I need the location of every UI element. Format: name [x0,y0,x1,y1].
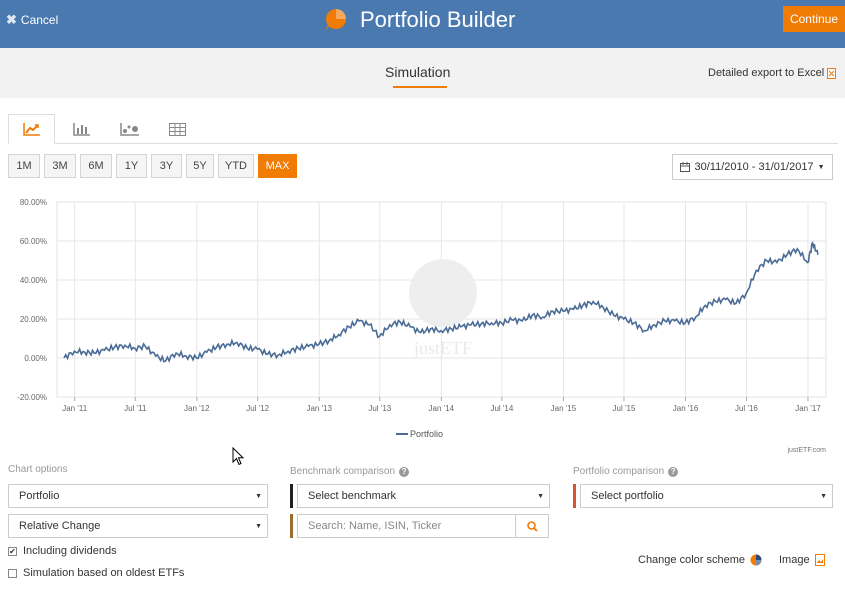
benchmark-select-value: Select benchmark [308,490,397,502]
series-line-portfolio [63,241,819,363]
tab-scatter-chart[interactable] [106,114,153,144]
bar-chart-icon [72,123,90,136]
excel-export-link[interactable]: Detailed export to Excel [708,67,837,79]
x-tick-label: Jan '15 [551,404,577,413]
x-tick-label: Jul '12 [246,404,269,413]
range-button-1m[interactable]: 1M [8,154,40,178]
range-button-3m[interactable]: 3M [44,154,76,178]
portfolio-color-marker [573,484,576,508]
range-button-5y[interactable]: 5Y [186,154,214,178]
tab-simulation[interactable]: Simulation [385,64,451,80]
search-icon [526,520,538,532]
chart-view-tabs [8,114,838,145]
x-tick-label: Jan '13 [306,404,332,413]
chevron-down-icon: ▼ [820,493,827,500]
export-label: Detailed export to Excel [708,67,825,79]
brand: Portfolio Builder [322,7,515,33]
x-tick-label: Jul '15 [613,404,636,413]
y-tick-label: 0.00% [24,354,47,363]
x-tick-label: Jul '14 [490,404,513,413]
checkbox-unchecked[interactable] [8,568,17,578]
benchmark-select[interactable]: Select benchmark ▼ [297,484,550,508]
pie-logo-icon [325,9,346,31]
oldest-etfs-checkbox[interactable]: Simulation based on oldest ETFs [8,567,184,579]
search-button[interactable] [515,514,549,538]
mode-select[interactable]: Relative Change ▼ [8,514,268,538]
dividends-label: Including dividends [23,545,117,557]
y-tick-label: 80.00% [20,198,47,207]
help-icon[interactable]: ? [668,466,679,477]
help-icon[interactable]: ? [399,466,410,477]
mode-select-value: Relative Change [19,520,101,532]
y-tick-label: 60.00% [20,237,47,246]
range-button-6m[interactable]: 6M [80,154,112,178]
cancel-button[interactable]: ✖ Cancel [6,12,58,28]
watermark-text: justETF [413,338,472,358]
dividends-checkbox[interactable]: ✔ Including dividends [8,545,117,557]
search-color-marker [290,514,293,538]
portfolio-select-value: Select portfolio [591,490,664,502]
oldest-etfs-label: Simulation based on oldest ETFs [23,567,185,579]
x-tick-label: Jul '11 [124,404,147,413]
cancel-label: Cancel [20,13,59,27]
tab-bar-chart[interactable] [58,114,105,144]
top-bar: ✖ Cancel Portfolio Builder Continue [0,0,845,48]
y-tick-label: 20.00% [20,315,47,324]
x-tick-label: Jul '13 [368,404,391,413]
image-export-button[interactable]: Image [779,554,825,566]
portfolio-comparison-text: Portfolio comparison [573,466,665,477]
range-button-max[interactable]: MAX [258,154,297,178]
table-icon [169,122,186,136]
benchmark-search-input[interactable] [297,514,516,538]
checkbox-checked[interactable]: ✔ [8,546,17,556]
chevron-down-icon: ▼ [817,163,825,171]
date-range-picker[interactable]: 30/11/2010 - 31/01/2017 ▼ [672,154,833,180]
y-tick-label: 40.00% [20,276,47,285]
calendar-icon [680,162,691,172]
continue-button[interactable]: Continue [783,6,845,32]
excel-file-icon [827,67,837,79]
x-tick-label: Jan '11 [62,404,88,413]
app-title: Portfolio Builder [360,7,516,32]
tab-table[interactable] [154,114,201,144]
chevron-down-icon: ▼ [537,493,544,500]
range-button-ytd[interactable]: YTD [218,154,254,178]
date-range-text: 30/11/2010 - 31/01/2017 [694,161,814,173]
chart-options-text: Chart options [8,464,68,475]
range-button-1y[interactable]: 1Y [116,154,147,178]
palette-icon [750,554,762,566]
x-tick-label: Jul '16 [735,404,758,413]
y-tick-label: -20.00% [17,393,47,402]
change-color-scheme-button[interactable]: Change color scheme [638,554,762,566]
chart-credit: justETF.com [786,447,826,454]
performance-chart: 80.00% 60.00% 40.00% 20.00% 0.00% -20.00% Jan … [17,198,827,454]
chevron-down-icon: ▼ [255,493,262,500]
benchmark-color-marker [290,484,293,508]
x-tick-label: Jan '14 [429,404,455,413]
portfolio-select[interactable]: Select portfolio ▼ [580,484,833,508]
range-button-3y[interactable]: 3Y [151,154,182,178]
series-select[interactable]: Portfolio ▼ [8,484,268,508]
benchmark-label: Benchmark comparison ? [290,466,410,477]
close-icon: ✖ [6,12,17,27]
series-select-value: Portfolio [19,490,60,502]
line-chart-icon [22,123,40,136]
legend-label: Portfolio [410,429,443,439]
x-tick-label: Jan '16 [673,404,699,413]
chart-options-label: Chart options [8,464,67,475]
benchmark-label-text: Benchmark comparison [290,466,396,477]
image-file-icon [814,554,825,566]
scatter-chart-icon [119,123,139,136]
mouse-cursor-icon [232,447,245,466]
tab-line-chart[interactable] [8,114,55,145]
x-tick-label: Jan '17 [795,404,821,413]
portfolio-comparison-label: Portfolio comparison ? [573,466,679,477]
color-scheme-label: Change color scheme [638,554,746,566]
sub-nav: Simulation Detailed export to Excel [0,48,845,98]
image-label: Image [779,554,810,566]
active-tab-indicator [393,86,447,88]
watermark-logo [409,259,477,327]
chevron-down-icon: ▼ [255,523,262,530]
x-tick-label: Jan '12 [184,404,210,413]
